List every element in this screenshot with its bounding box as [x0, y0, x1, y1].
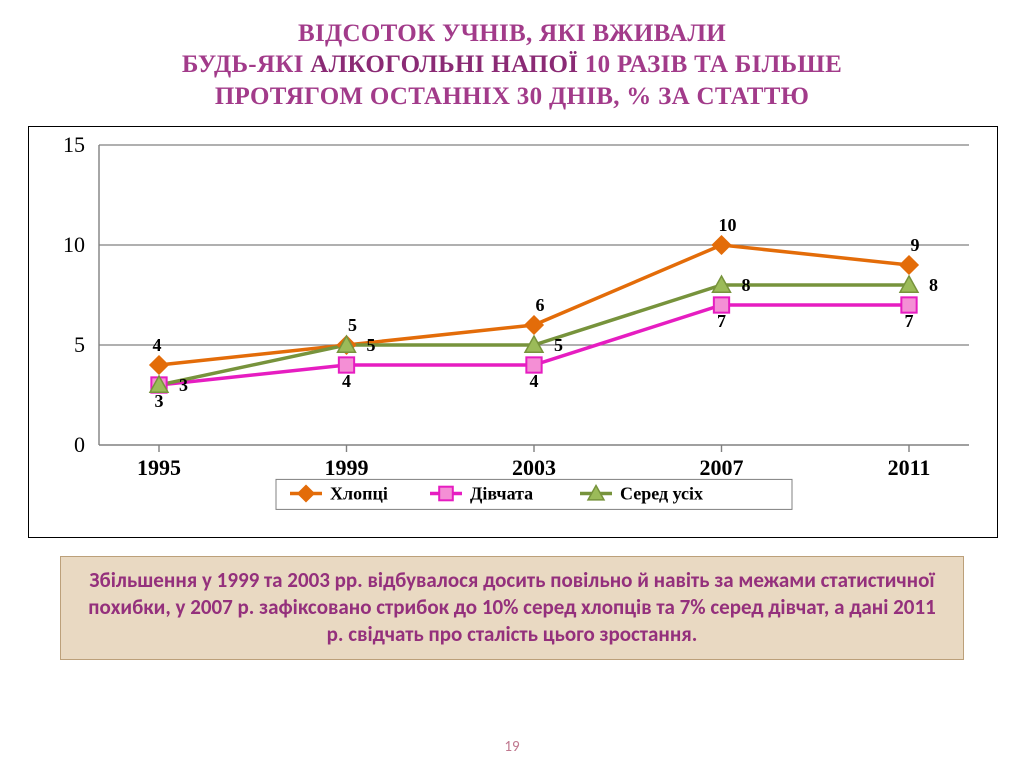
svg-text:7: 7	[905, 311, 914, 331]
title-line3: ПРОТЯГОМ ОСТАННІХ 30 ДНІВ, % ЗА СТАТТЮ	[215, 83, 809, 110]
svg-text:7: 7	[717, 311, 726, 331]
caption-text: Збільшення у 1999 та 2003 рр. відбувалос…	[88, 567, 935, 647]
svg-text:4: 4	[153, 335, 162, 355]
svg-text:5: 5	[74, 332, 85, 357]
caption-box: Збільшення у 1999 та 2003 рр. відбувалос…	[60, 556, 964, 661]
svg-text:Серед усіх: Серед усіх	[620, 483, 703, 503]
svg-text:15: 15	[63, 132, 85, 157]
svg-text:2003: 2003	[512, 455, 556, 480]
svg-text:Дівчата: Дівчата	[470, 483, 533, 503]
title-line2-post: 10 РАЗІВ ТА БІЛЬШЕ	[578, 51, 842, 78]
svg-text:4: 4	[342, 371, 351, 391]
svg-text:8: 8	[742, 275, 751, 295]
svg-text:6: 6	[536, 295, 545, 315]
page-number: 19	[0, 738, 1024, 756]
svg-text:5: 5	[348, 315, 357, 335]
svg-text:1999: 1999	[325, 455, 369, 480]
title-line2-pre: БУДЬ-ЯКІ	[182, 51, 310, 78]
title-line2-strong: АЛКОГОЛЬНІ НАПОЇ	[310, 51, 578, 78]
svg-text:1995: 1995	[137, 455, 181, 480]
svg-text:4: 4	[530, 371, 539, 391]
svg-text:8: 8	[929, 275, 938, 295]
svg-text:3: 3	[155, 391, 164, 411]
svg-text:Хлопці: Хлопці	[330, 483, 388, 503]
svg-text:3: 3	[179, 375, 188, 395]
svg-text:0: 0	[74, 432, 85, 457]
chart-container: 0510151995199920032007201145610934477355…	[28, 126, 998, 538]
svg-text:2007: 2007	[700, 455, 744, 480]
svg-text:10: 10	[719, 215, 737, 235]
svg-text:5: 5	[554, 335, 563, 355]
svg-text:10: 10	[63, 232, 85, 257]
svg-text:5: 5	[367, 335, 376, 355]
slide-title: ВІДСОТОК УЧНІВ, ЯКІ ВЖИВАЛИ БУДЬ-ЯКІ АЛК…	[0, 0, 1024, 120]
title-line1: ВІДСОТОК УЧНІВ, ЯКІ ВЖИВАЛИ	[298, 20, 726, 47]
svg-text:2011: 2011	[888, 455, 931, 480]
line-chart: 0510151995199920032007201145610934477355…	[29, 127, 997, 537]
svg-text:9: 9	[911, 235, 920, 255]
